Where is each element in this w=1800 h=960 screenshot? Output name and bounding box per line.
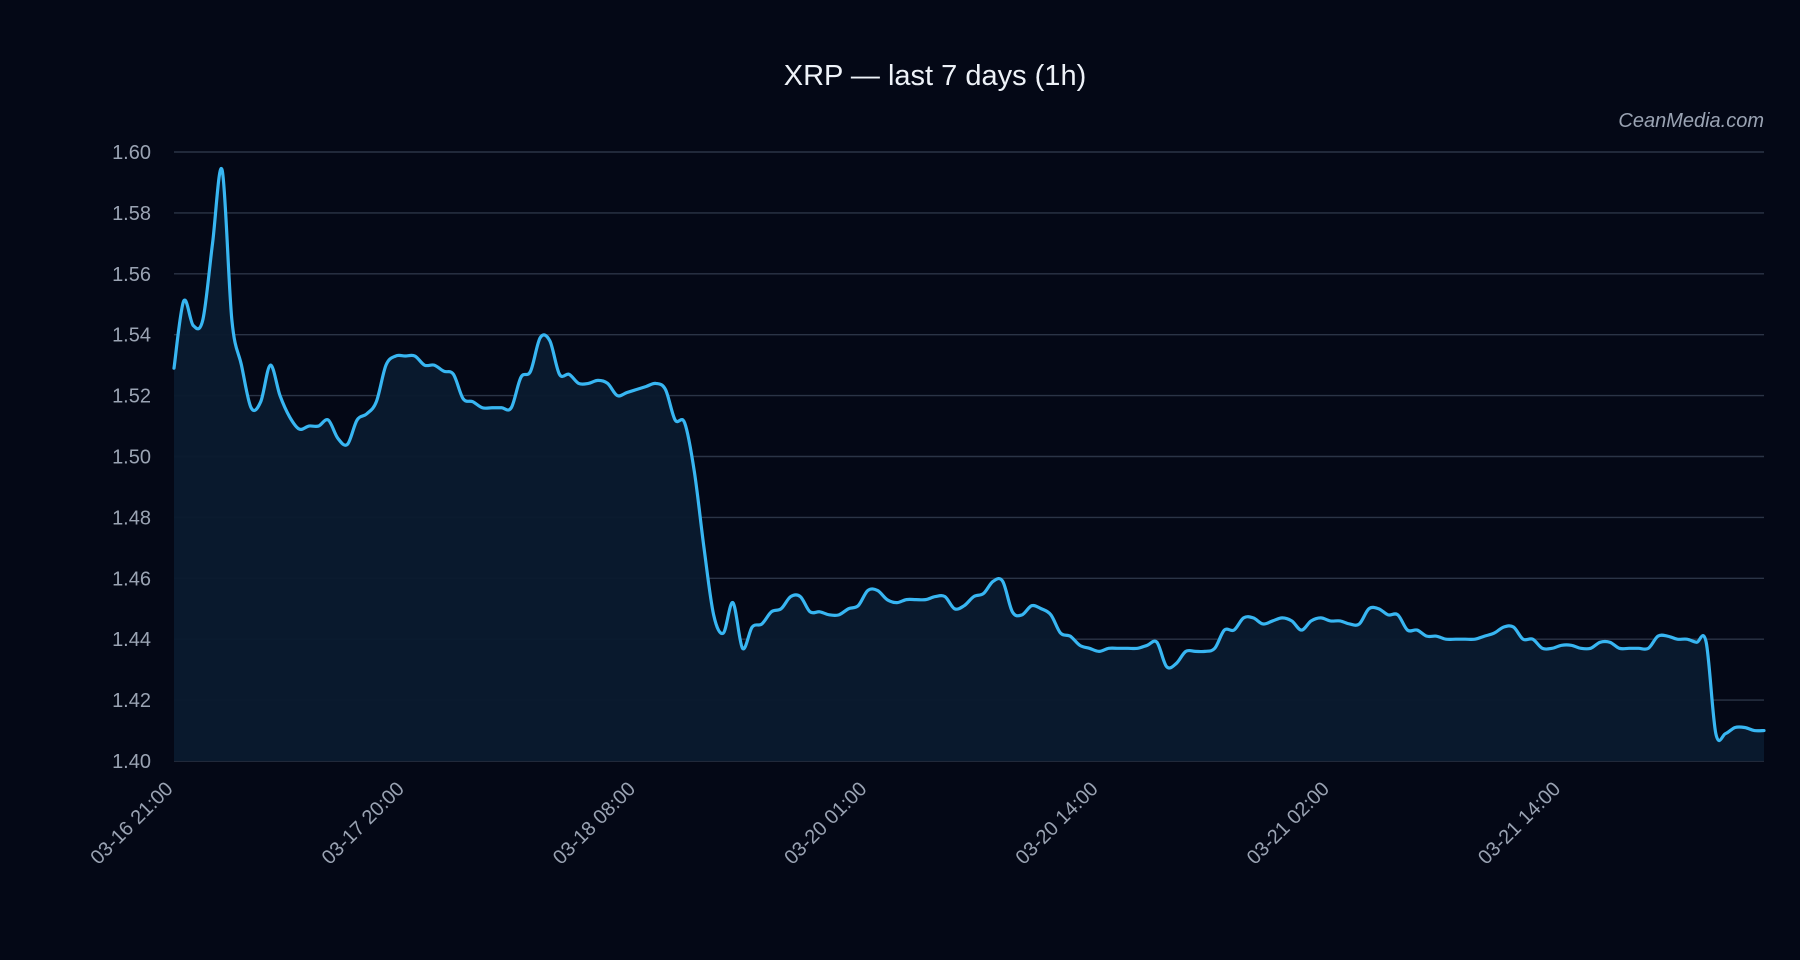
y-tick-label: 1.46 xyxy=(112,568,151,590)
y-tick-label: 1.40 xyxy=(112,751,151,773)
y-tick-label: 1.52 xyxy=(112,386,151,408)
y-tick-label: 1.44 xyxy=(112,629,151,651)
y-tick-label: 1.56 xyxy=(112,264,151,286)
y-tick-label: 1.58 xyxy=(112,203,151,225)
x-tick-label: 03-17 20:00 xyxy=(318,778,409,869)
watermark: CeanMedia.com xyxy=(1618,110,1764,132)
x-tick-label: 03-18 08:00 xyxy=(549,778,640,869)
y-tick-label: 1.48 xyxy=(112,507,151,529)
x-tick-label: 03-20 14:00 xyxy=(1012,778,1103,869)
y-tick-label: 1.60 xyxy=(112,142,151,164)
y-tick-label: 1.54 xyxy=(112,325,151,347)
chart-title: XRP — last 7 days (1h) xyxy=(784,60,1086,92)
y-tick-label: 1.42 xyxy=(112,690,151,712)
x-axis: 03-16 21:00 03-17 20:00 03-18 08:00 03-20 0… xyxy=(86,778,1565,869)
x-tick-label: 03-21 02:00 xyxy=(1243,778,1334,869)
x-tick-label: 03-21 14:00 xyxy=(1474,778,1565,869)
y-axis: 1.40 1.42 1.44 1.46 1.48 1.50 1.52 1.54 1.56 1.58… xyxy=(112,142,151,773)
x-tick-label: 03-16 21:00 xyxy=(86,778,177,869)
series xyxy=(172,166,1766,762)
price-line xyxy=(172,166,1766,743)
x-tick-label: 03-20 01:00 xyxy=(780,778,871,869)
price-area-fill xyxy=(174,168,1764,762)
y-tick-label: 1.50 xyxy=(112,447,151,469)
